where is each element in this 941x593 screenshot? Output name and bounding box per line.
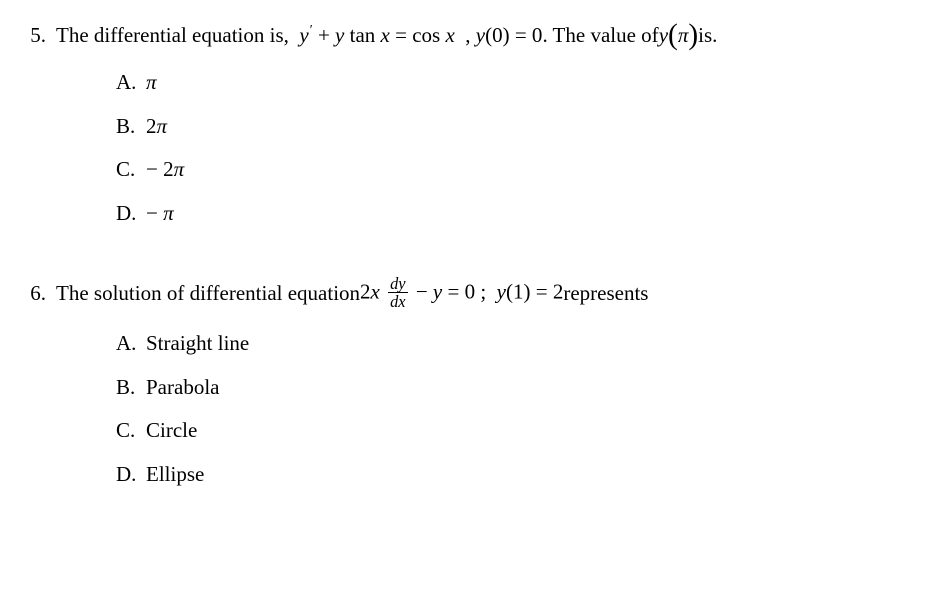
text-segment: The differential equation is, xyxy=(56,21,289,50)
option-value: π xyxy=(146,68,157,97)
question-number: 6. xyxy=(20,279,56,308)
option-d: D. − π xyxy=(116,199,911,228)
options-list: A. Straight line B. Parabola C. Circle D… xyxy=(20,329,911,489)
option-value: Parabola xyxy=(146,373,219,402)
option-b: B. 2π xyxy=(116,112,911,141)
page: 5. The differential equation is, y′ + y … xyxy=(0,0,941,593)
option-value: Circle xyxy=(146,416,197,445)
math-expression: y(π) xyxy=(659,21,698,50)
question-text: The solution of differential equation 2x… xyxy=(56,276,648,311)
option-value: Ellipse xyxy=(146,460,204,489)
question-5: 5. The differential equation is, y′ + y … xyxy=(20,20,911,228)
option-value: − π xyxy=(146,199,174,228)
option-label: D. xyxy=(116,199,146,228)
option-label: D. xyxy=(116,460,146,489)
option-c: C. − 2π xyxy=(116,155,911,184)
text-segment: is. xyxy=(698,21,717,50)
question-line: 5. The differential equation is, y′ + y … xyxy=(20,20,911,50)
option-d: D. Ellipse xyxy=(116,460,911,489)
text-spacer xyxy=(289,21,300,50)
option-label: C. xyxy=(116,155,146,184)
options-list: A. π B. 2π C. − 2π D. − π xyxy=(20,68,911,228)
option-label: B. xyxy=(116,112,146,141)
text-segment: represents xyxy=(563,279,648,308)
option-b: B. Parabola xyxy=(116,373,911,402)
question-6: 6. The solution of differential equation… xyxy=(20,276,911,489)
option-value: − 2π xyxy=(146,155,184,184)
option-a: A. Straight line xyxy=(116,329,911,358)
question-text: The differential equation is, y′ + y tan… xyxy=(56,20,717,50)
text-segment: The solution of differential equation xyxy=(56,279,360,308)
math-equation: y′ + y tan x = cos x , y(0) = 0 xyxy=(299,20,542,50)
option-c: C. Circle xyxy=(116,416,911,445)
option-a: A. π xyxy=(116,68,911,97)
option-label: A. xyxy=(116,68,146,97)
option-value: 2π xyxy=(146,112,167,141)
question-line: 6. The solution of differential equation… xyxy=(20,276,911,311)
option-label: A. xyxy=(116,329,146,358)
option-label: B. xyxy=(116,373,146,402)
option-value: Straight line xyxy=(146,329,249,358)
math-equation: 2x dy dx − y = 0 ; y(1) = 2 xyxy=(360,276,563,311)
text-segment: . The value of xyxy=(542,21,658,50)
question-number: 5. xyxy=(20,21,56,50)
option-label: C. xyxy=(116,416,146,445)
